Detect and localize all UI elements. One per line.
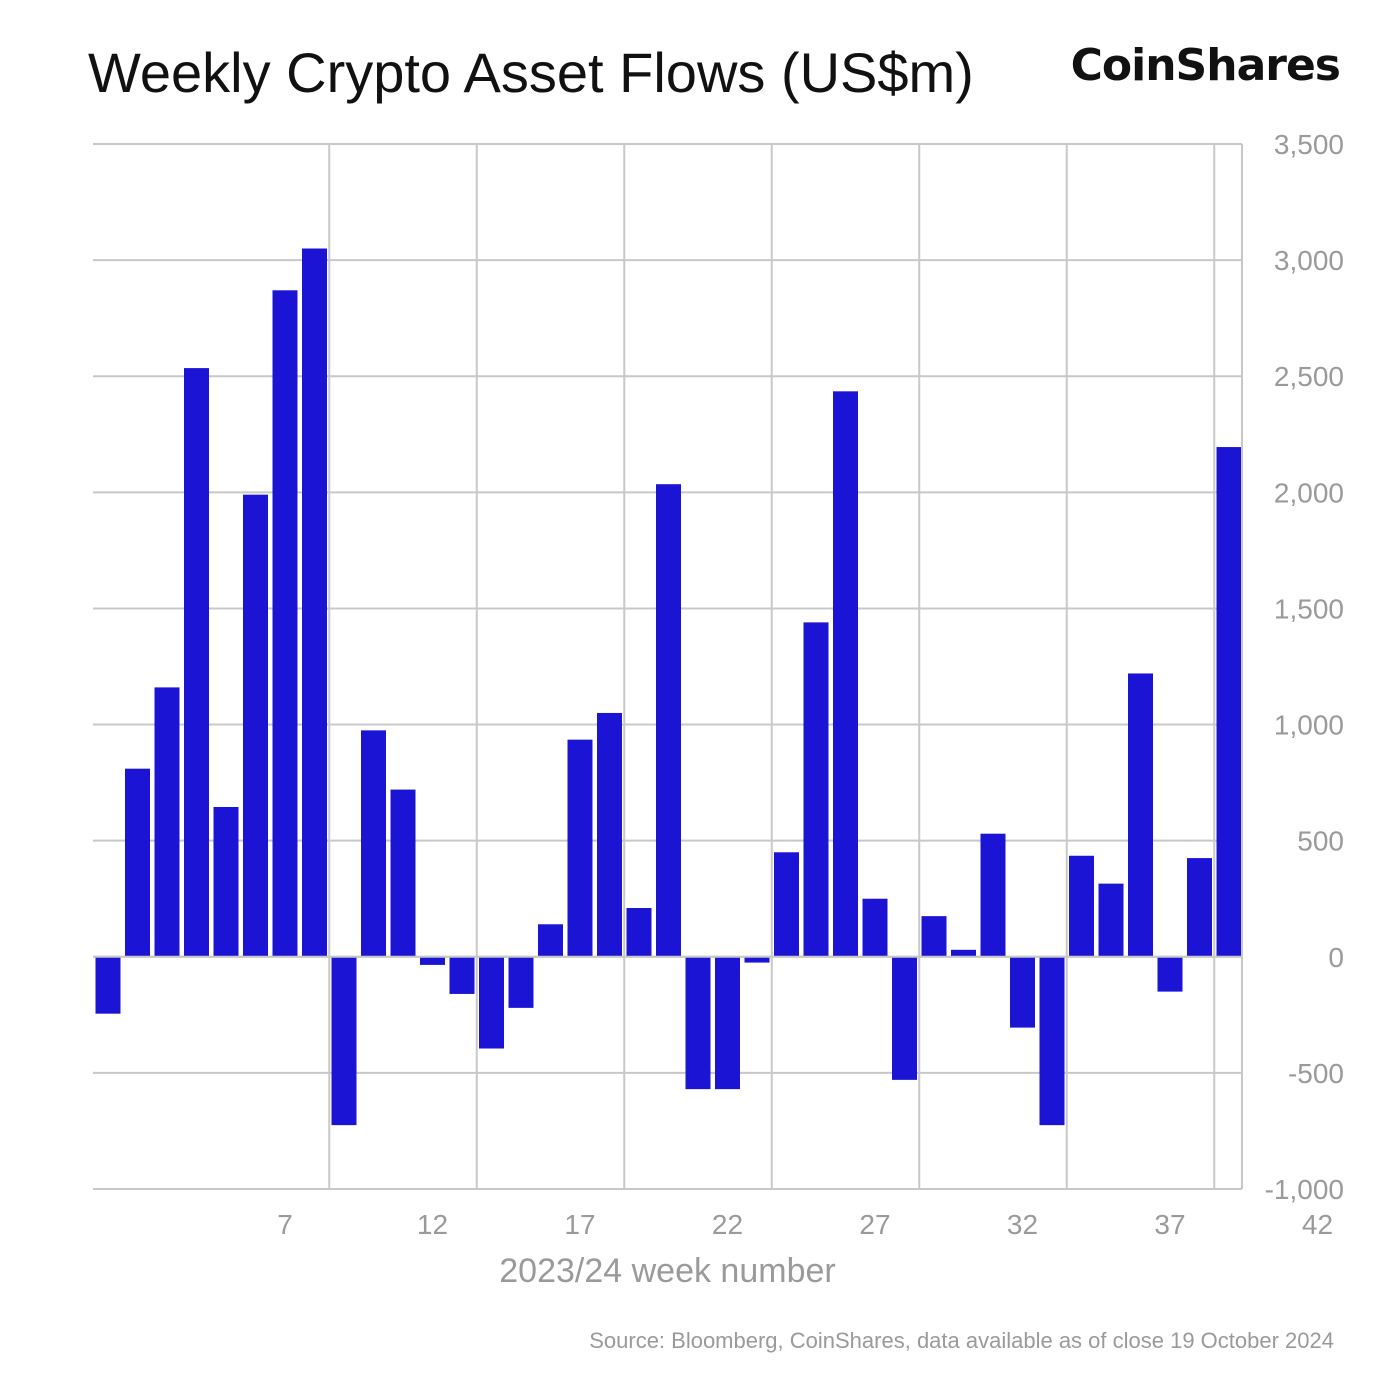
bar [626, 908, 652, 957]
bar [1157, 956, 1183, 992]
y-tick-label: 1,500 [1274, 593, 1344, 624]
bar [508, 956, 534, 1008]
bar [1069, 855, 1094, 957]
bar [1098, 883, 1124, 957]
y-tick-label: 1,000 [1274, 710, 1344, 741]
y-tick-label: 500 [1297, 826, 1344, 857]
bar [479, 956, 504, 1049]
bar [951, 949, 976, 957]
bar [302, 248, 327, 957]
bar [833, 391, 858, 957]
bar [597, 712, 622, 957]
bar [715, 956, 740, 1090]
y-tick-labels: -1,000 -500 0 500 1,000 1,500 2,000 2,500 3,000 3… [1265, 129, 1344, 1205]
bar [538, 924, 563, 957]
bar [1010, 956, 1035, 1028]
bar [1039, 956, 1065, 1126]
x-tick-label: 27 [859, 1209, 890, 1240]
x-tick-label: 22 [712, 1209, 743, 1240]
bar [980, 833, 1006, 957]
y-tick-label: 3,000 [1274, 245, 1344, 276]
bar [656, 484, 681, 957]
y-tick-label: 2,500 [1274, 361, 1344, 392]
bar [1187, 858, 1212, 957]
bar [744, 956, 770, 963]
bar [331, 956, 357, 1126]
bar [449, 956, 475, 994]
bar [1216, 447, 1242, 957]
x-axis-title: 2023/24 week number [499, 1252, 836, 1290]
y-tick-label: 2,000 [1274, 477, 1344, 508]
vertical-gridlines [328, 144, 1216, 1189]
x-tick-label: 12 [417, 1209, 448, 1240]
chart-title: Weekly Crypto Asset Flows (US$m) [88, 41, 974, 104]
bar [921, 916, 947, 957]
x-tick-label: 7 [277, 1209, 293, 1240]
bar [420, 956, 445, 965]
bar [803, 622, 829, 957]
x-tick-label: 42 [1302, 1209, 1333, 1240]
y-tick-label: -500 [1288, 1058, 1344, 1089]
y-tick-label: -1,000 [1265, 1174, 1344, 1205]
bar [125, 768, 150, 957]
bar [774, 852, 799, 957]
bar [567, 739, 593, 957]
x-tick-label: 17 [564, 1209, 595, 1240]
bar [184, 368, 209, 957]
x-tick-labels: 7 12 17 22 27 32 37 42 [277, 1209, 1333, 1240]
bar [361, 730, 386, 957]
bars [95, 248, 1242, 1126]
source-note: Source: Bloomberg, CoinShares, data avai… [589, 1328, 1334, 1353]
bar [213, 806, 239, 957]
bar [95, 956, 121, 1014]
bar [272, 290, 298, 957]
x-tick-label: 37 [1154, 1209, 1185, 1240]
bar [1128, 673, 1153, 957]
y-tick-label: 3,500 [1274, 129, 1344, 160]
brand-logo: CoinShares [1070, 40, 1341, 91]
x-tick-label: 32 [1007, 1209, 1038, 1240]
bar [862, 898, 888, 957]
bar [685, 956, 711, 1090]
bar [154, 687, 180, 957]
y-tick-label: 0 [1328, 942, 1344, 973]
bar [243, 494, 268, 957]
bar [390, 789, 416, 957]
bar [892, 956, 917, 1080]
